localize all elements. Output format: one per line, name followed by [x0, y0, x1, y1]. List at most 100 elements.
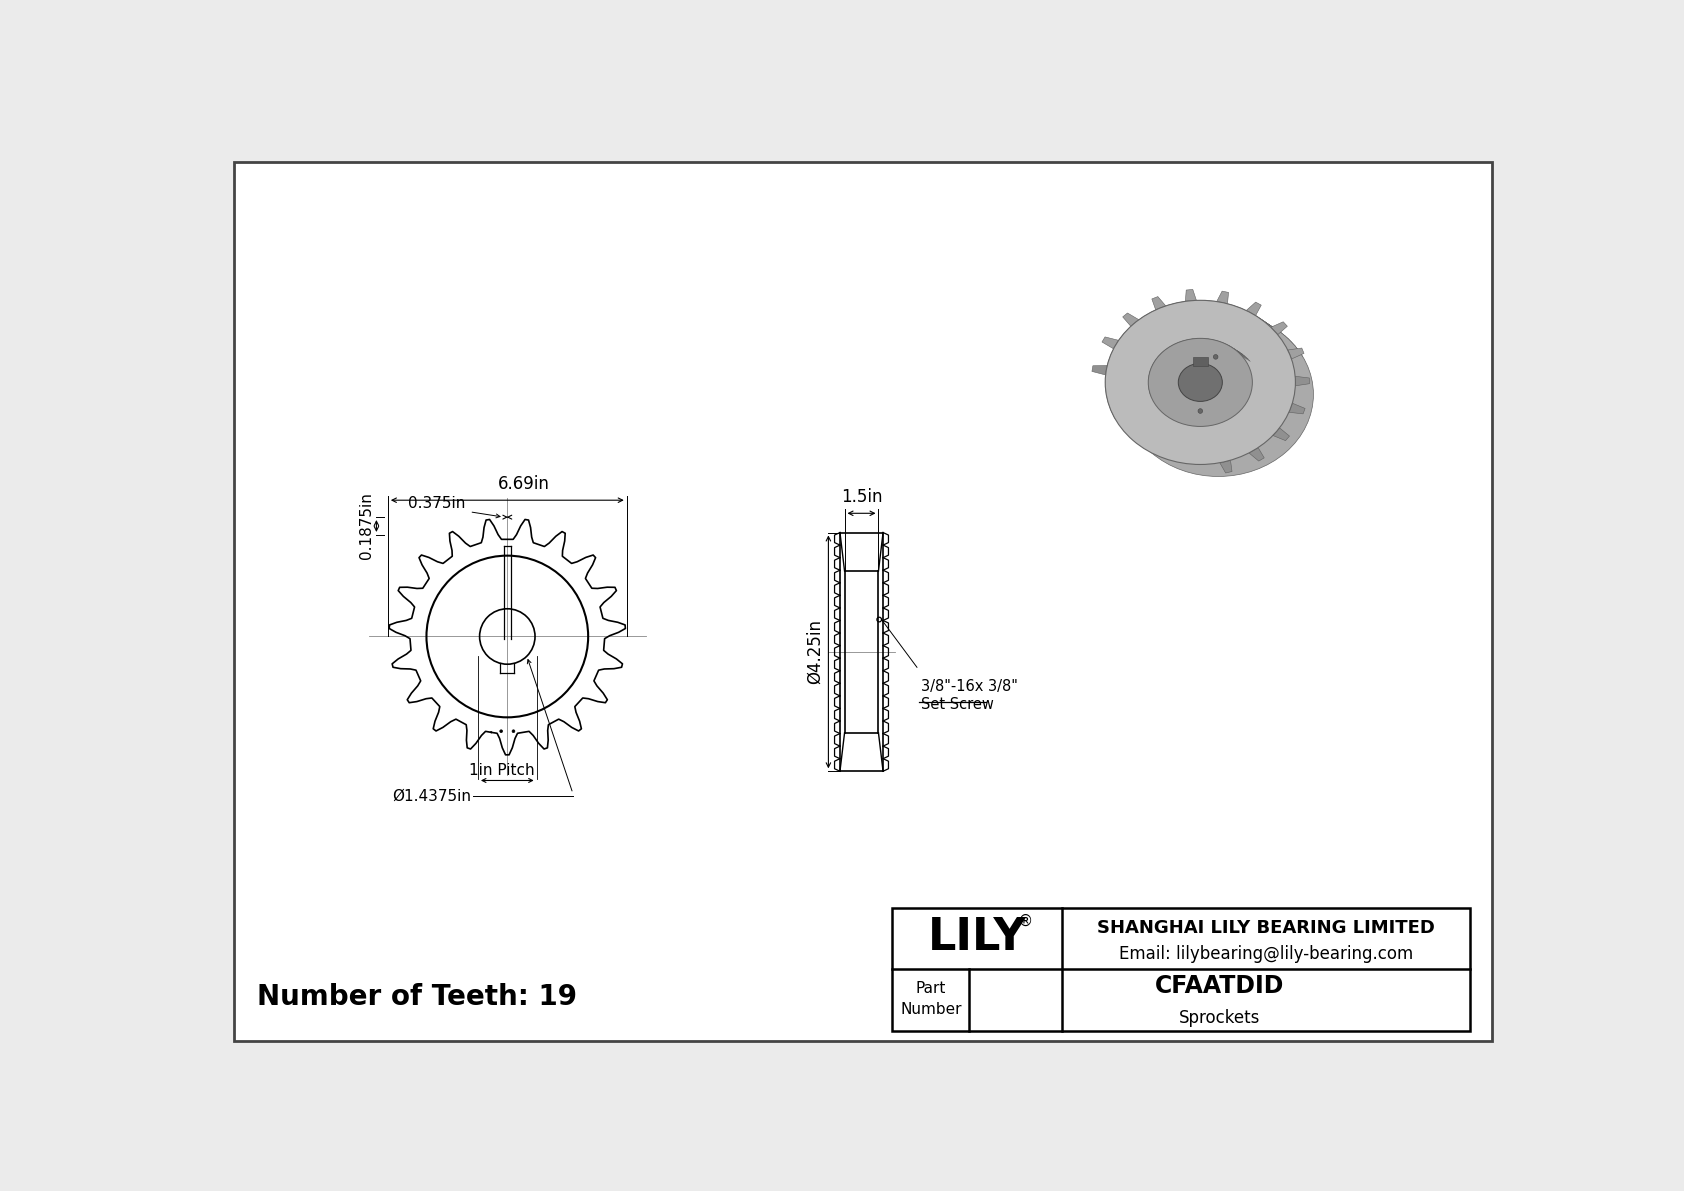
Text: 1.5in: 1.5in [840, 487, 882, 506]
Polygon shape [1154, 360, 1164, 367]
Polygon shape [1239, 354, 1251, 362]
Polygon shape [1246, 303, 1261, 316]
Polygon shape [1273, 428, 1290, 441]
Circle shape [1214, 355, 1218, 360]
Polygon shape [1172, 344, 1184, 350]
Polygon shape [1159, 354, 1169, 362]
Polygon shape [1169, 304, 1192, 317]
Polygon shape [1219, 341, 1231, 348]
Polygon shape [1218, 291, 1229, 304]
Polygon shape [1224, 303, 1246, 316]
Polygon shape [1209, 300, 1231, 313]
Polygon shape [1199, 300, 1221, 312]
Polygon shape [1150, 393, 1159, 401]
Polygon shape [1113, 416, 1133, 431]
Polygon shape [1179, 341, 1191, 348]
Polygon shape [1288, 404, 1305, 413]
Polygon shape [1159, 306, 1182, 320]
Text: 0.1875in: 0.1875in [359, 493, 374, 560]
Polygon shape [1160, 351, 1170, 358]
Text: Email: lilybearing@lily-bearing.com: Email: lilybearing@lily-bearing.com [1118, 946, 1413, 964]
Polygon shape [1201, 338, 1212, 343]
Polygon shape [1194, 300, 1216, 312]
Polygon shape [1155, 308, 1177, 323]
Polygon shape [1211, 339, 1223, 345]
Polygon shape [1204, 338, 1216, 344]
Polygon shape [1219, 301, 1241, 314]
Polygon shape [1150, 368, 1159, 376]
Polygon shape [1150, 311, 1174, 324]
Circle shape [512, 730, 515, 732]
Polygon shape [1106, 364, 1125, 381]
Polygon shape [1192, 357, 1207, 366]
Polygon shape [1138, 318, 1160, 332]
Polygon shape [1229, 304, 1251, 318]
Polygon shape [1266, 324, 1288, 339]
Polygon shape [1128, 326, 1148, 342]
Polygon shape [1275, 331, 1295, 345]
Bar [893, 908, 1470, 1030]
Polygon shape [1152, 297, 1165, 310]
Text: 0.375in: 0.375in [408, 495, 465, 511]
Polygon shape [1115, 344, 1135, 360]
Polygon shape [1186, 339, 1197, 345]
Polygon shape [1116, 341, 1137, 356]
Polygon shape [1238, 307, 1261, 320]
Polygon shape [1122, 333, 1142, 349]
Polygon shape [1207, 338, 1219, 344]
Polygon shape [1125, 330, 1145, 345]
Polygon shape [1105, 378, 1123, 394]
Text: Part
Number: Part Number [899, 980, 962, 1017]
Polygon shape [1148, 370, 1159, 379]
Text: Ø1.4375in: Ø1.4375in [392, 788, 472, 804]
Polygon shape [1152, 364, 1160, 373]
Polygon shape [1110, 407, 1130, 424]
Polygon shape [1233, 305, 1256, 319]
Polygon shape [1101, 337, 1118, 349]
Text: Number of Teeth: 19: Number of Teeth: 19 [258, 983, 578, 1011]
Polygon shape [1243, 308, 1265, 323]
Text: 3/8"-16x 3/8"
Set Screw: 3/8"-16x 3/8" Set Screw [921, 679, 1017, 712]
Text: LILY: LILY [928, 916, 1026, 959]
Polygon shape [1251, 313, 1273, 328]
Polygon shape [1250, 448, 1265, 461]
Polygon shape [1197, 338, 1209, 343]
Text: SHANGHAI LILY BEARING LIMITED: SHANGHAI LILY BEARING LIMITED [1096, 919, 1435, 937]
Polygon shape [1142, 314, 1164, 330]
Polygon shape [1288, 348, 1303, 358]
Polygon shape [1106, 391, 1125, 407]
Polygon shape [1233, 348, 1243, 355]
Polygon shape [1204, 300, 1226, 312]
Polygon shape [1169, 345, 1180, 353]
Polygon shape [1148, 384, 1157, 392]
Polygon shape [1164, 349, 1174, 356]
Polygon shape [1105, 386, 1123, 403]
Polygon shape [1234, 349, 1246, 356]
Polygon shape [1106, 399, 1127, 416]
Polygon shape [1214, 301, 1236, 314]
Polygon shape [1152, 362, 1162, 369]
Polygon shape [1148, 387, 1157, 394]
Polygon shape [1229, 345, 1239, 353]
Polygon shape [1189, 300, 1211, 313]
Polygon shape [1157, 356, 1167, 364]
Polygon shape [1248, 311, 1270, 325]
Polygon shape [1175, 343, 1187, 349]
Polygon shape [1186, 289, 1196, 301]
Polygon shape [1147, 312, 1169, 326]
Polygon shape [1226, 344, 1236, 350]
Text: CFAATDID: CFAATDID [1155, 974, 1285, 998]
Ellipse shape [1105, 300, 1295, 464]
Ellipse shape [1179, 363, 1223, 401]
Polygon shape [1280, 337, 1300, 354]
Polygon shape [1179, 301, 1201, 314]
Polygon shape [1216, 341, 1226, 347]
Polygon shape [1111, 412, 1132, 428]
Polygon shape [1148, 374, 1157, 382]
Polygon shape [1118, 337, 1140, 353]
Text: Ø4.25in: Ø4.25in [805, 619, 823, 685]
Polygon shape [1108, 360, 1127, 376]
Polygon shape [1260, 318, 1282, 333]
Polygon shape [1105, 382, 1123, 398]
Text: 1in Pitch: 1in Pitch [468, 763, 534, 778]
